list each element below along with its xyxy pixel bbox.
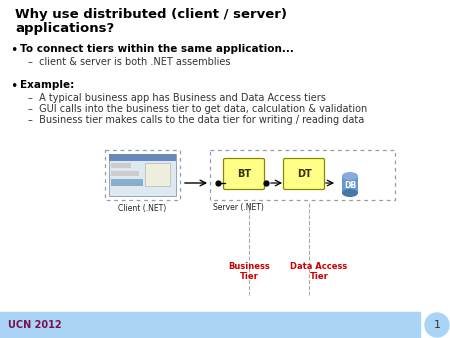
Text: Example:: Example: [20,80,74,90]
Text: Client (.NET): Client (.NET) [118,204,166,213]
Ellipse shape [342,189,358,197]
Text: –  A typical business app has Business and Data Access tiers: – A typical business app has Business an… [28,93,326,103]
Text: To connect tiers within the same application...: To connect tiers within the same applica… [20,44,294,54]
Bar [210,150,395,200]
FancyBboxPatch shape [224,159,265,190]
Bar [342,176,358,193]
Circle shape [424,312,450,338]
Text: –  client & server is both .NET assemblies: – client & server is both .NET assemblie… [28,57,230,67]
FancyBboxPatch shape [284,159,324,190]
Text: Data Access
Tier: Data Access Tier [290,262,347,282]
Text: Server (.NET): Server (.NET) [213,203,264,212]
Bar [111,171,139,176]
Text: Business
Tier: Business Tier [228,262,270,282]
Text: DT: DT [297,169,311,179]
Bar [109,154,176,161]
Text: UCN 2012: UCN 2012 [8,320,62,330]
Text: •: • [10,80,18,93]
Text: –  GUI calls into the business tier to get data, calculation & validation: – GUI calls into the business tier to ge… [28,104,367,114]
Ellipse shape [342,172,358,180]
Text: 1: 1 [433,320,441,330]
Bar [111,179,126,184]
Bar [111,163,131,168]
Bar [111,179,143,186]
Bar [0,312,420,338]
Bar [105,150,180,200]
Bar [145,163,170,186]
Text: –  Business tier makes calls to the data tier for writing / reading data: – Business tier makes calls to the data … [28,115,364,125]
Text: •: • [10,44,18,57]
Circle shape [425,313,449,337]
Text: BT: BT [237,169,251,179]
Bar [109,154,176,196]
Text: applications?: applications? [15,22,114,35]
Text: Why use distributed (client / server): Why use distributed (client / server) [15,8,287,21]
Text: DB: DB [344,182,356,191]
